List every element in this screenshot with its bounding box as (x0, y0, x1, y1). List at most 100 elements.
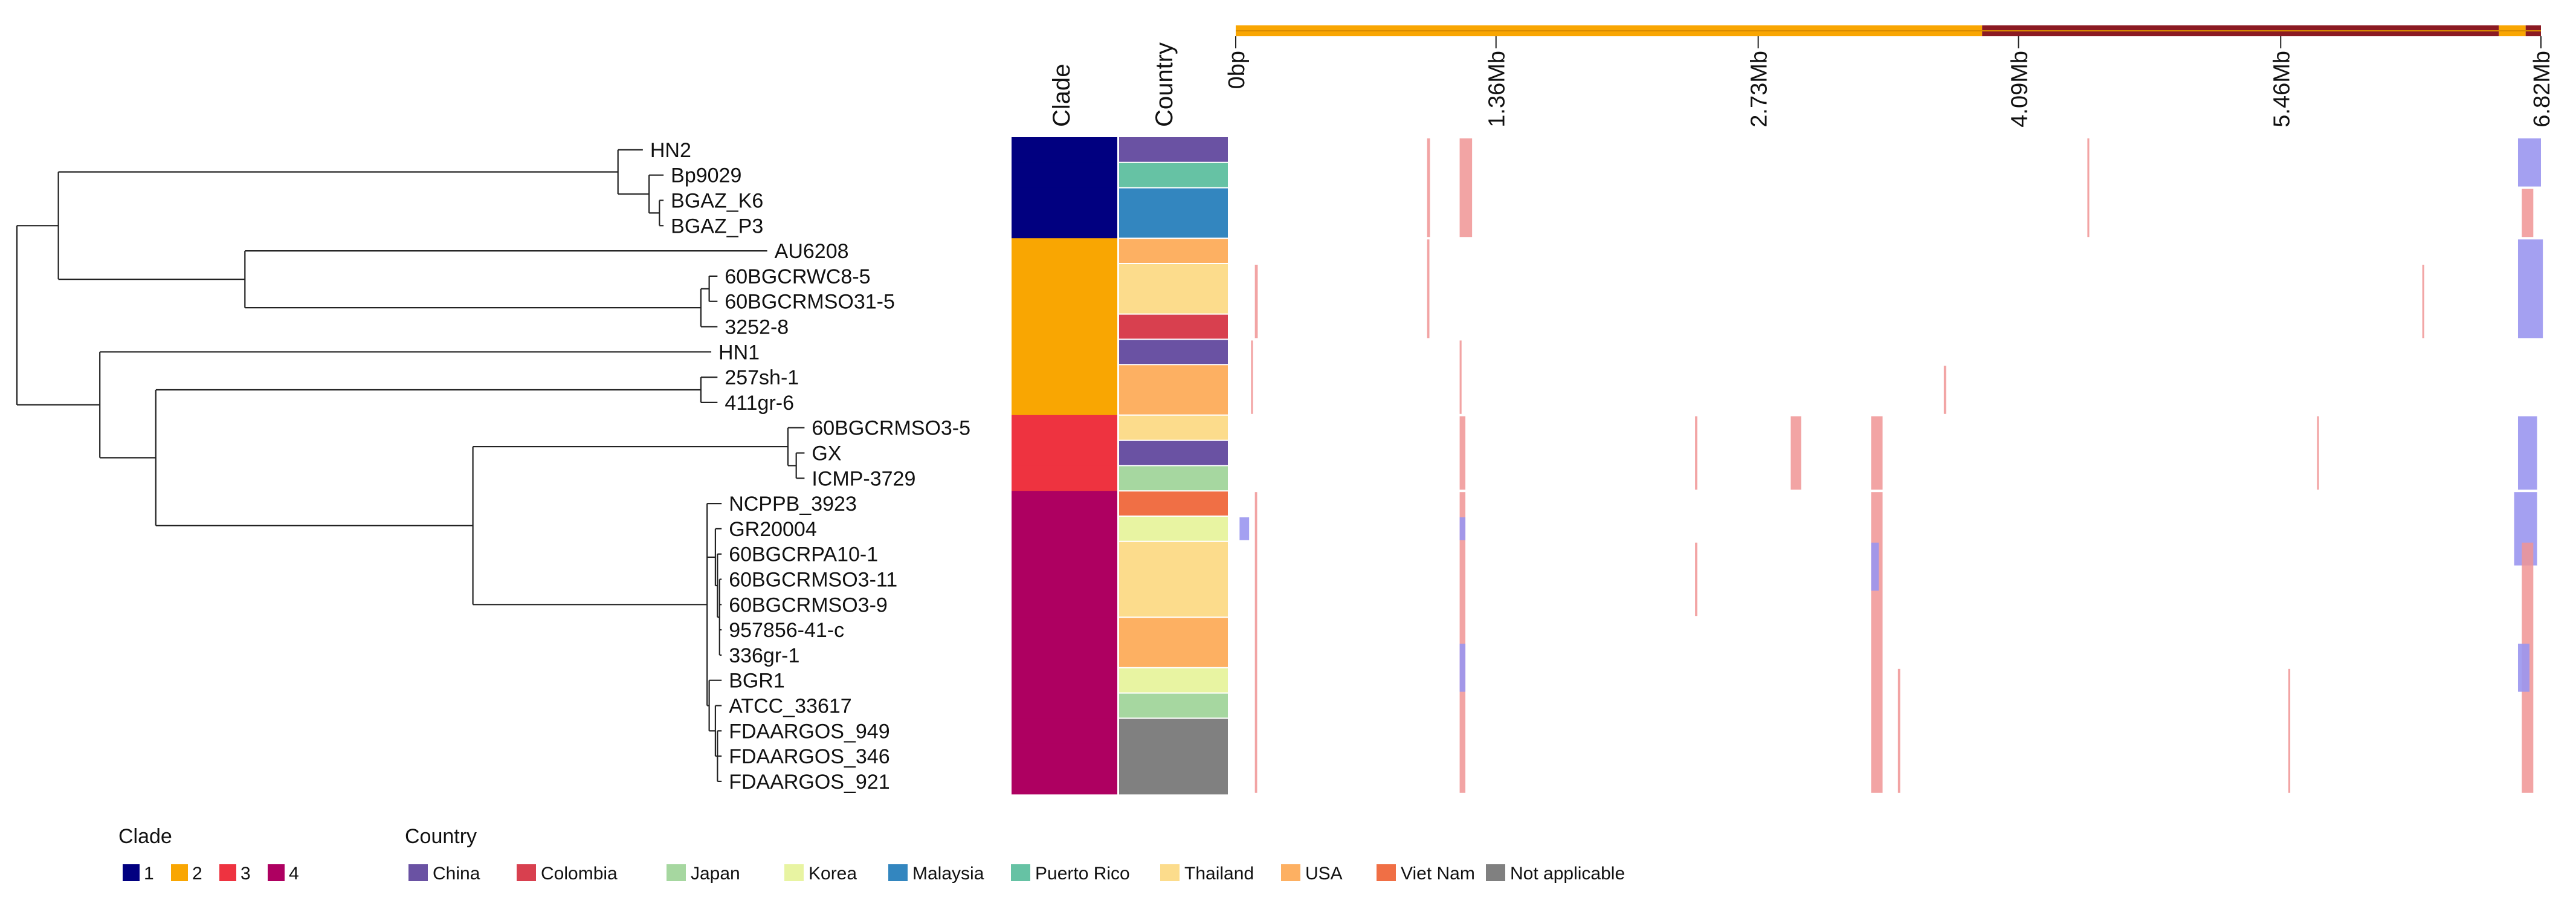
genome-gain-region (1897, 668, 1900, 793)
strain-label: AU6208 (775, 240, 849, 263)
country-cell (1119, 440, 1228, 466)
legend-country-swatch (1486, 864, 1505, 881)
genome-tick-label: 5.46Mb (2269, 51, 2294, 128)
country-cell (1119, 642, 1228, 668)
country-cell (1119, 769, 1228, 795)
genome-gain-region (2522, 189, 2534, 238)
legend-clade-label: 1 (144, 864, 154, 884)
genome-loss-region (2517, 239, 2543, 338)
country-cell (1119, 364, 1228, 390)
strain-label: 60BGCRMSO3-9 (729, 593, 888, 616)
genome-tick-label: 4.09Mb (2007, 51, 2032, 128)
genome-gain-region (1459, 138, 1473, 238)
genome-gain-region (1871, 416, 1883, 490)
clade-cell (1012, 491, 1117, 517)
country-cell (1119, 314, 1228, 340)
clade-cell (1012, 642, 1117, 668)
genome-gain-region (1254, 492, 1257, 793)
clade-cell (1012, 617, 1117, 643)
clade-cell (1012, 314, 1117, 340)
strain-label: 411gr-6 (725, 392, 794, 415)
clade-cell (1012, 162, 1117, 189)
genome-tick-label: 1.36Mb (1485, 51, 1510, 128)
strain-label: BGR1 (729, 670, 785, 693)
legend-country-swatch (1281, 864, 1300, 881)
genome-gain-region (1427, 239, 1430, 338)
genome-gain-region (1790, 416, 1801, 490)
clade-cell (1012, 592, 1117, 618)
country-cell (1119, 491, 1228, 517)
country-cell (1119, 137, 1228, 163)
legend-country-swatch (784, 864, 804, 881)
genome-gain-region (1427, 138, 1430, 238)
genome-gain-region (1871, 492, 1883, 793)
clade-cell (1012, 137, 1117, 163)
legend-country-swatch (408, 864, 428, 881)
clade-cell (1012, 238, 1117, 264)
genome-loss-region (1459, 517, 1466, 540)
genome-gain-region (1251, 340, 1253, 414)
legend-country-swatch (888, 864, 908, 881)
country-cell (1119, 516, 1228, 542)
clade-cell (1012, 743, 1117, 769)
clade-cell (1012, 415, 1117, 441)
country-cell (1119, 415, 1228, 441)
strain-label: 60BGCRMSO3-5 (812, 417, 970, 440)
legend-country-label: Thailand (1184, 864, 1254, 884)
legend-country-swatch (1377, 864, 1396, 881)
genome-gain-region (1943, 366, 1946, 414)
country-cell (1119, 667, 1228, 694)
legend-country-label: Japan (691, 864, 740, 884)
country-column-header: Country (1151, 42, 1178, 127)
strain-label: GX (812, 442, 841, 465)
genome-tick-label: 6.82Mb (2529, 51, 2555, 128)
country-cell (1119, 743, 1228, 769)
country-cell (1119, 693, 1228, 719)
strain-label: ATCC_33617 (729, 695, 852, 718)
legend-country-label: USA (1305, 864, 1343, 884)
legend-clade-swatch (268, 864, 285, 881)
strain-label: HN2 (650, 139, 691, 162)
country-cell (1119, 465, 1228, 491)
strain-label: 60BGCRMSO3-11 (729, 569, 897, 592)
clade-cell (1012, 288, 1117, 315)
phylogenetic-tree (16, 149, 805, 783)
genome-axis: 0bp 1.36Mb 2.73Mb 4.09Mb 5.46Mb 6.82Mb (1224, 25, 2555, 128)
clade-cell (1012, 541, 1117, 568)
strain-label: 336gr-1 (729, 644, 799, 667)
genome-loss-region (2517, 644, 2529, 692)
clade-cell (1012, 339, 1117, 365)
genome-feature-map (1239, 138, 2543, 793)
genome-gain-region (2422, 265, 2424, 338)
strain-label: 60BGCRPA10-1 (729, 543, 878, 566)
legend-country-label: Colombia (541, 864, 618, 884)
genome-gain-region (2288, 668, 2291, 793)
clade-cell (1012, 364, 1117, 390)
country-cell (1119, 617, 1228, 643)
clade-cell (1012, 769, 1117, 795)
strain-label: 257sh-1 (725, 366, 799, 389)
country-cell (1119, 566, 1228, 592)
clade-cell (1012, 516, 1117, 542)
clade-cell (1012, 213, 1117, 239)
country-column (1119, 137, 1228, 795)
genome-gain-region (1459, 416, 1466, 490)
legend-clade-swatch (171, 864, 188, 881)
country-cell (1119, 339, 1228, 365)
clade-cell (1012, 390, 1117, 416)
clade-cell (1012, 667, 1117, 694)
genome-tick-label: 0bp (1224, 51, 1250, 89)
country-cell (1119, 541, 1228, 568)
legend-country-swatch (667, 864, 686, 881)
clade-cell (1012, 693, 1117, 719)
genome-loss-region (1871, 542, 1879, 591)
legend-country-label: Not applicable (1510, 864, 1625, 884)
country-cell (1119, 264, 1228, 289)
legend-clade-title: Clade (118, 825, 172, 848)
legend-country-swatch (517, 864, 536, 881)
clade-cell (1012, 440, 1117, 466)
clade-cell (1012, 187, 1117, 213)
strain-label: FDAARGOS_921 (729, 771, 889, 794)
